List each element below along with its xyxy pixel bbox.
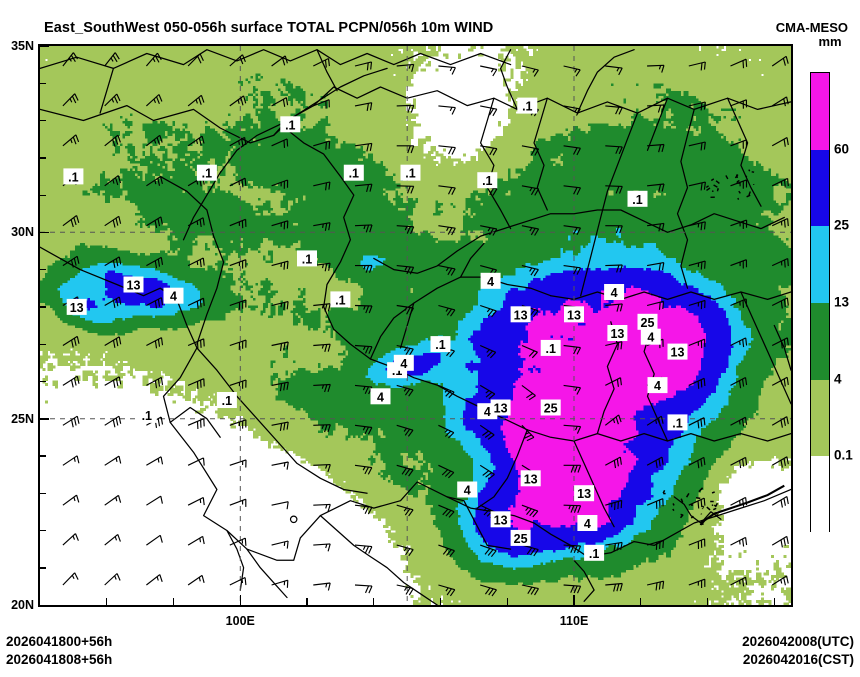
x-axis-tick bbox=[373, 598, 375, 605]
svg-text:13: 13 bbox=[127, 279, 141, 293]
x-axis-label: 100E bbox=[225, 614, 255, 628]
colorbar-tick-label: 4 bbox=[834, 371, 842, 387]
y-axis-tick bbox=[40, 529, 46, 532]
x-axis-tick bbox=[706, 598, 709, 605]
valid-time-utc: 2026042008(UTC) bbox=[742, 634, 854, 649]
svg-text:13: 13 bbox=[494, 513, 508, 527]
svg-text:.1: .1 bbox=[285, 118, 295, 132]
svg-text:13: 13 bbox=[567, 308, 581, 322]
svg-text:4: 4 bbox=[647, 331, 654, 345]
colorbar-band bbox=[811, 379, 829, 457]
precipitation-colorbar[interactable] bbox=[810, 72, 830, 533]
y-axis-tick bbox=[40, 157, 46, 159]
colorbar-unit-label: mm bbox=[818, 34, 842, 49]
svg-text:13: 13 bbox=[671, 346, 685, 360]
colorbar-band bbox=[811, 73, 829, 150]
svg-text:4: 4 bbox=[611, 286, 618, 300]
colorbar-tick-label: 25 bbox=[834, 217, 850, 233]
x-axis-tick bbox=[573, 595, 575, 605]
svg-text:.1: .1 bbox=[435, 338, 445, 352]
x-axis-tick bbox=[106, 598, 108, 605]
colorbar-band bbox=[811, 149, 829, 227]
svg-text:.1: .1 bbox=[392, 364, 402, 378]
svg-text:13: 13 bbox=[514, 308, 528, 322]
x-axis-tick bbox=[506, 598, 508, 605]
svg-text:.1: .1 bbox=[335, 293, 345, 307]
x-axis-tick bbox=[773, 598, 775, 605]
svg-text:.1: .1 bbox=[589, 547, 599, 561]
x-axis-tick bbox=[640, 598, 642, 605]
svg-text:.1: .1 bbox=[202, 167, 212, 181]
init-time-cst: 2026041808+56h bbox=[6, 652, 113, 667]
y-axis-tick bbox=[40, 45, 49, 47]
y-axis-tick bbox=[40, 567, 46, 569]
svg-text:.1: .1 bbox=[545, 342, 555, 356]
x-axis-tick bbox=[439, 598, 442, 605]
svg-text:.1: .1 bbox=[222, 394, 232, 408]
y-axis-tick bbox=[40, 269, 46, 271]
colorbar-tick-label: 13 bbox=[834, 294, 850, 310]
colorbar-band bbox=[811, 456, 829, 533]
svg-text:25: 25 bbox=[544, 402, 558, 416]
map-plot-area[interactable]: .1.1.1.1.1.1.1.1.1.1.1.1.1.1.1.1.1 13 13 4 4… bbox=[38, 44, 793, 607]
page-title: East_SouthWest 050-056h surface TOTAL PC… bbox=[44, 20, 494, 36]
y-axis-label: 35N bbox=[11, 39, 34, 53]
y-axis-label: 30N bbox=[11, 225, 34, 240]
y-axis-tick bbox=[40, 120, 46, 122]
init-time-utc: 2026041800+56h bbox=[6, 634, 113, 649]
y-axis-tick bbox=[40, 380, 46, 383]
svg-text:.1: .1 bbox=[68, 170, 78, 184]
y-axis-tick bbox=[40, 194, 46, 196]
x-axis-tick bbox=[172, 598, 175, 605]
svg-text:.1: .1 bbox=[349, 167, 359, 181]
y-axis-tick bbox=[40, 82, 46, 85]
x-axis-tick bbox=[306, 598, 308, 605]
y-axis-tick bbox=[40, 418, 49, 420]
y-axis-tick bbox=[40, 231, 49, 234]
valid-time-cst: 2026042016(CST) bbox=[742, 652, 854, 667]
model-source-label: CMA-MESO bbox=[775, 20, 848, 35]
wind-barbs bbox=[62, 52, 789, 597]
svg-text:13: 13 bbox=[494, 402, 508, 416]
lat-lon-gridlines bbox=[40, 46, 791, 605]
svg-text:.1: .1 bbox=[522, 100, 532, 114]
colorbar-tick-label: 0.1 bbox=[834, 447, 853, 463]
x-axis-label: 110E bbox=[559, 614, 589, 628]
y-axis-tick bbox=[40, 492, 46, 495]
contour-value-labels: .1.1.1.1.1.1.1.1.1.1.1.1.1.1.1.1.1131344… bbox=[63, 97, 688, 561]
svg-text:.1: .1 bbox=[632, 193, 642, 207]
colorbar-band bbox=[811, 226, 829, 303]
svg-text:.1: .1 bbox=[672, 416, 682, 430]
svg-text:13: 13 bbox=[577, 487, 591, 501]
x-axis-tick bbox=[239, 595, 241, 605]
svg-text:4: 4 bbox=[464, 484, 471, 498]
svg-text:4: 4 bbox=[654, 379, 661, 393]
y-axis-label: 25N bbox=[11, 411, 34, 426]
y-axis-label: 20N bbox=[11, 598, 34, 612]
svg-text:4: 4 bbox=[487, 275, 494, 289]
svg-text:.1: .1 bbox=[142, 409, 152, 423]
svg-text:4: 4 bbox=[484, 405, 491, 419]
svg-text:13: 13 bbox=[70, 301, 84, 315]
map-canvas: .1.1.1.1.1.1.1.1.1.1.1.1.1.1.1.1.1131344… bbox=[40, 46, 791, 605]
y-axis-tick bbox=[40, 455, 46, 457]
colorbar-band bbox=[811, 302, 829, 380]
svg-text:25: 25 bbox=[514, 532, 528, 546]
svg-text:4: 4 bbox=[400, 357, 407, 371]
svg-text:4: 4 bbox=[584, 517, 591, 531]
svg-text:.1: .1 bbox=[482, 174, 492, 188]
svg-text:.1: .1 bbox=[302, 252, 312, 266]
svg-text:13: 13 bbox=[610, 327, 624, 341]
y-axis-tick bbox=[40, 343, 46, 346]
svg-text:13: 13 bbox=[524, 472, 538, 486]
y-axis-tick bbox=[40, 604, 49, 606]
svg-text:4: 4 bbox=[170, 290, 177, 304]
svg-text:.1: .1 bbox=[405, 167, 415, 181]
svg-text:25: 25 bbox=[641, 316, 655, 330]
y-axis-tick bbox=[40, 306, 46, 308]
svg-text:4: 4 bbox=[377, 390, 384, 404]
colorbar-tick-label: 60 bbox=[834, 141, 850, 157]
